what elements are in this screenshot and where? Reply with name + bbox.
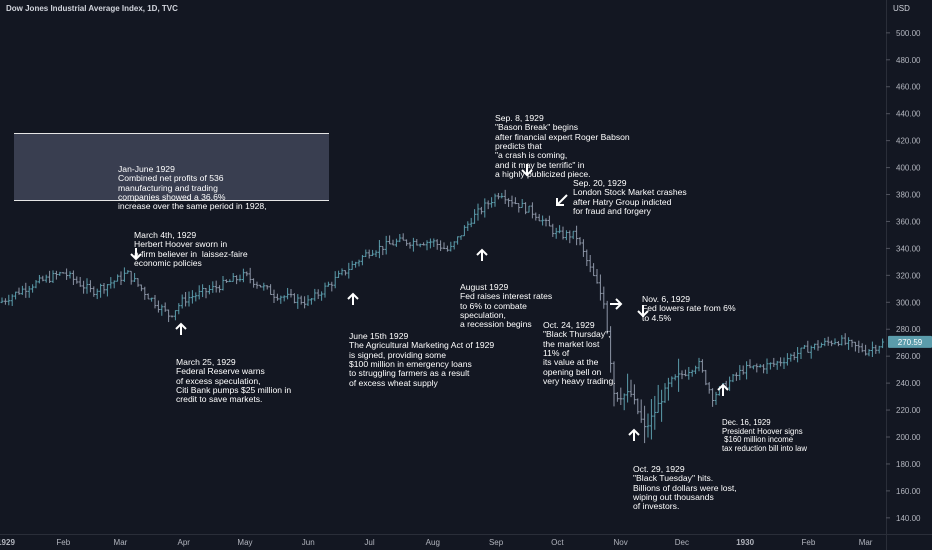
annotation-text: "Bason Break" begins after financial exp… bbox=[495, 122, 630, 180]
time-tick-label: Sep bbox=[489, 538, 504, 547]
arrow-down-icon bbox=[637, 305, 649, 318]
arrow-up-icon bbox=[347, 292, 359, 305]
currency-label: USD bbox=[893, 4, 910, 13]
annotation-title: Nov. 6, 1929 bbox=[642, 293, 691, 304]
time-tick-label: Mar bbox=[114, 538, 128, 547]
price-tick-label: 240.00 bbox=[896, 379, 921, 388]
annotation-title: Sep. 20, 1929 bbox=[573, 177, 627, 188]
annotation-march-4: March 4th, 1929 Herbert Hoover sworn in a… bbox=[134, 212, 248, 268]
price-tick-label: 160.00 bbox=[896, 487, 921, 496]
time-tick-label: Dec bbox=[675, 538, 689, 547]
time-tick-label: May bbox=[237, 538, 252, 547]
arrow-right-icon bbox=[610, 298, 623, 310]
annotation-text: Fed raises interest rates to 6% to comba… bbox=[460, 291, 553, 330]
annotation-title: Jan-June 1929 bbox=[118, 163, 175, 174]
chart-title: Dow Jones Industrial Average Index, 1D, … bbox=[6, 4, 178, 13]
arrow-up-icon bbox=[476, 248, 488, 261]
time-tick-label: Jun bbox=[302, 538, 315, 547]
time-tick-label: Nov bbox=[613, 538, 627, 547]
annotation-text: "Black Tuesday" hits. Billions of dollar… bbox=[633, 473, 737, 512]
time-tick-label: Aug bbox=[426, 538, 440, 547]
time-tick-label: Jul bbox=[364, 538, 374, 547]
annotation-text: President Hoover signs $160 million inco… bbox=[722, 426, 807, 453]
time-tick-label: 1930 bbox=[736, 538, 754, 547]
time-axis[interactable]: 1929 Feb Mar Apr May Jun Jul Aug Sep Oct Nov Dec 193… bbox=[0, 534, 932, 548]
annotation-text: Fed lowers rate from 6% to 4.5% bbox=[642, 303, 736, 323]
price-tick-label: 220.00 bbox=[896, 406, 921, 415]
price-tick-label: 260.00 bbox=[896, 352, 921, 361]
price-tick-label: 280.00 bbox=[896, 325, 921, 334]
price-tick-label: 180.00 bbox=[896, 460, 921, 469]
annotation-august-1929: August 1929 Fed raises interest rates to … bbox=[460, 264, 552, 330]
annotation-title: August 1929 bbox=[460, 281, 509, 292]
annotation-text: The Agricultural Marketing Act of 1929 i… bbox=[349, 340, 495, 388]
price-axis[interactable]: 140.00 160.00 180.00 200.00 220.00 240.00 260.… bbox=[886, 0, 932, 550]
arrow-down-left-icon bbox=[556, 194, 568, 206]
last-price-badge bbox=[888, 335, 932, 348]
annotation-text: "Black Thursday", the market lost 11% of… bbox=[543, 329, 616, 387]
annotation-oct-29: Oct. 29, 1929 "Black Tuesday" hits. Billi… bbox=[633, 446, 737, 512]
time-tick-label: Apr bbox=[178, 538, 191, 547]
price-tick-label: 300.00 bbox=[896, 298, 921, 307]
price-tick-label: 440.00 bbox=[896, 110, 921, 119]
annotation-title: Sep. 8, 1929 bbox=[495, 112, 544, 123]
arrow-up-icon bbox=[175, 322, 187, 335]
price-tick-label: 460.00 bbox=[896, 83, 921, 92]
arrow-down-icon bbox=[521, 164, 533, 177]
price-bars bbox=[0, 189, 885, 444]
price-axis-panel bbox=[886, 0, 932, 550]
price-tick-label: 360.00 bbox=[896, 217, 921, 226]
annotation-march-25: March 25, 1929 Federal Reserve warns of e… bbox=[176, 339, 291, 405]
price-tick-label: 480.00 bbox=[896, 56, 921, 65]
time-tick-label: 1929 bbox=[0, 538, 15, 547]
price-tick-label: 140.00 bbox=[896, 514, 921, 523]
price-tick-label: 500.00 bbox=[896, 29, 921, 38]
arrow-up-icon bbox=[717, 383, 729, 396]
price-tick-label: 400.00 bbox=[896, 164, 921, 173]
annotation-sep-8: Sep. 8, 1929 "Bason Break" begins after f… bbox=[495, 95, 630, 180]
price-tick-label: 340.00 bbox=[896, 244, 921, 253]
annotation-june-15: June 15th 1929 The Agricultural Marketing… bbox=[349, 313, 494, 388]
price-tick-label: 320.00 bbox=[896, 271, 921, 280]
annotation-sep-20: Sep. 20, 1929 London Stock Market crashes… bbox=[573, 160, 687, 216]
annotation-text: Herbert Hoover sworn in a firm believer … bbox=[134, 239, 248, 269]
annotation-dec-16: Dec. 16, 1929 President Hoover signs $160… bbox=[722, 402, 807, 454]
annotation-text: Combined net profits of 536 manufacturin… bbox=[118, 173, 267, 212]
annotation-oct-24: Oct. 24, 1929 "Black Thursday", the marke… bbox=[543, 302, 616, 387]
annotation-jan-june-1929: Jan-June 1929 Combined net profits of 536… bbox=[118, 146, 267, 212]
price-tick-label: 420.00 bbox=[896, 137, 921, 146]
annotation-title: Dec. 16, 1929 bbox=[722, 418, 771, 428]
annotation-title: Oct. 29, 1929 bbox=[633, 463, 685, 474]
arrow-down-icon bbox=[130, 248, 142, 261]
annotation-text: Federal Reserve warns of excess speculat… bbox=[176, 366, 292, 405]
annotation-text: London Stock Market crashes after Hatry … bbox=[573, 187, 687, 217]
arrow-up-icon bbox=[628, 428, 640, 441]
highlight-box bbox=[14, 133, 329, 201]
price-tick-label: 200.00 bbox=[896, 433, 921, 442]
price-tick-label: 380.00 bbox=[896, 191, 921, 200]
time-tick-label: Mar bbox=[859, 538, 873, 547]
time-tick-label: Oct bbox=[551, 538, 564, 547]
annotation-title: Oct. 24, 1929 bbox=[543, 319, 595, 330]
annotation-title: March 4th, 1929 bbox=[134, 229, 197, 240]
annotation-title: March 25, 1929 bbox=[176, 356, 236, 367]
annotation-title: June 15th 1929 bbox=[349, 330, 409, 341]
annotation-nov-6: Nov. 6, 1929 Fed lowers rate from 6% to 4… bbox=[642, 276, 736, 323]
time-tick-label: Feb bbox=[56, 538, 70, 547]
time-tick-label: Feb bbox=[802, 538, 816, 547]
last-price-label: 270.59 bbox=[898, 338, 923, 347]
